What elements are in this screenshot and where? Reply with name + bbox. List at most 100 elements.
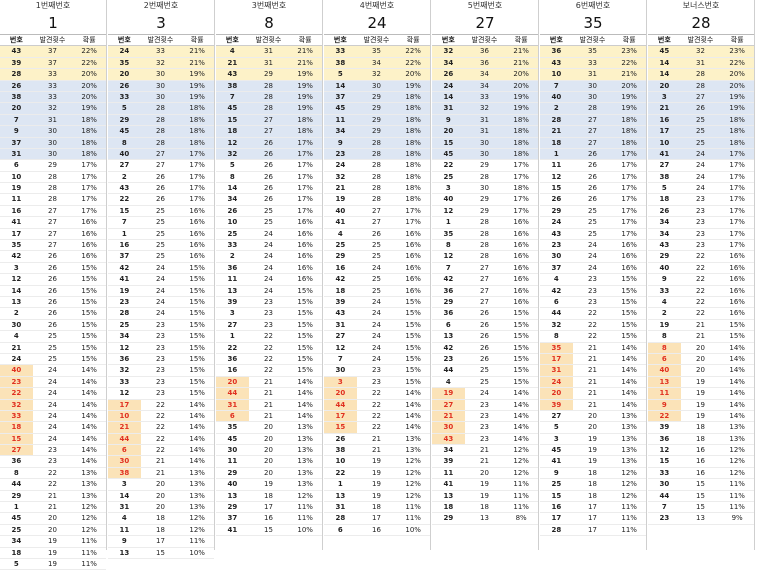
cell-number: 1 — [337, 480, 343, 489]
subheader-row: 번호 발견횟수 확률 — [432, 35, 538, 47]
cell-number: 36 — [659, 434, 670, 443]
cell-number: 8 — [121, 138, 127, 147]
cell-number: 30 — [432, 422, 465, 433]
subheader-c: 발견횟수 — [579, 36, 606, 44]
cell-count: 30 — [480, 184, 489, 193]
cell-prob: 19% — [189, 81, 205, 90]
cell-count: 23 — [480, 434, 489, 443]
cell-prob: 13% — [621, 434, 637, 443]
cell-number: 20 — [540, 388, 573, 399]
table-row: 45 28 19% — [216, 103, 322, 115]
table-row: 43 25 17% — [540, 229, 646, 241]
cell-count: 22 — [588, 332, 597, 341]
table-row: 30 26 15% — [0, 320, 106, 332]
table-row: 28 27 18% — [540, 114, 646, 127]
cell-number: 36 — [443, 286, 454, 295]
cell-count: 24 — [696, 184, 705, 193]
cell-prob: 16% — [189, 218, 205, 227]
cell-number: 12 — [443, 206, 454, 215]
cell-prob: 15% — [729, 320, 745, 329]
cell-number: 22 — [119, 195, 130, 204]
subheader-n: 번호 — [549, 36, 563, 44]
cell-prob: 16% — [405, 275, 421, 284]
cell-prob: 10% — [297, 525, 313, 534]
cell-count: 24 — [588, 263, 597, 272]
cell-count: 18 — [480, 503, 489, 512]
cell-count: 24 — [48, 411, 57, 420]
cell-number: 8 — [661, 332, 667, 341]
cell-prob: 15% — [189, 389, 205, 398]
cell-prob: 14% — [513, 389, 529, 398]
cell-number: 19 — [11, 184, 22, 193]
table-row: 21 27 18% — [540, 126, 646, 138]
table-row: 4 26 16% — [324, 229, 430, 241]
cell-count: 24 — [48, 423, 57, 432]
table-row: 35 20 13% — [216, 422, 322, 434]
table-row: 39 23 15% — [216, 297, 322, 309]
cell-count: 18 — [696, 434, 705, 443]
subheader-p: 확률 — [82, 36, 96, 44]
cell-count: 22 — [156, 400, 165, 409]
cell-count: 24 — [264, 286, 273, 295]
cell-count: 24 — [588, 241, 597, 250]
table-row: 40 29 17% — [432, 194, 538, 206]
cell-prob: 21% — [297, 47, 313, 56]
table-row: 21 26 19% — [648, 103, 754, 115]
cell-prob: 17% — [729, 218, 745, 227]
cell-count: 24 — [372, 343, 381, 352]
cell-number: 33 — [227, 241, 238, 250]
cell-prob: 19% — [297, 104, 313, 113]
cell-number: 11 — [119, 525, 130, 534]
cell-count: 25 — [156, 229, 165, 238]
cell-count: 24 — [48, 434, 57, 443]
cell-number: 22 — [648, 410, 681, 422]
table-row: 12 26 15% — [0, 274, 106, 286]
table-row: 8 20 14% — [648, 342, 754, 354]
cell-number: 35 — [443, 229, 454, 238]
cell-prob: 17% — [621, 149, 637, 158]
cell-number: 6 — [108, 445, 141, 456]
cell-number: 36 — [551, 47, 562, 56]
cell-prob: 15% — [81, 309, 97, 318]
table-row: 19 24 14% — [432, 388, 538, 400]
cell-number: 42 — [551, 286, 562, 295]
cell-prob: 11% — [297, 503, 313, 512]
cell-prob: 18% — [81, 127, 97, 136]
cell-count: 21 — [156, 468, 165, 477]
cell-count: 23 — [588, 286, 597, 295]
cell-prob: 16% — [189, 206, 205, 215]
cell-prob: 17% — [81, 172, 97, 181]
cell-count: 23 — [696, 195, 705, 204]
cell-prob: 14% — [621, 354, 637, 363]
cell-number: 17 — [11, 229, 22, 238]
cell-prob: 16% — [189, 229, 205, 238]
cell-count: 23 — [156, 389, 165, 398]
cell-count: 32 — [48, 104, 57, 113]
subheader-row: 번호 발견횟수 확률 — [540, 35, 646, 47]
cell-count: 20 — [264, 434, 273, 443]
table-row: 8 21 15% — [648, 331, 754, 343]
table-row: 36 18 13% — [648, 434, 754, 446]
cell-count: 27 — [48, 218, 57, 227]
cell-prob: 14% — [297, 411, 313, 420]
cell-number: 9 — [13, 127, 19, 136]
cell-prob: 17% — [513, 172, 529, 181]
cell-prob: 22% — [81, 47, 97, 56]
cell-number: 10 — [11, 172, 22, 181]
table-row: 31 21 14% — [540, 365, 646, 377]
table-row: 20 21 14% — [216, 376, 322, 389]
cell-number: 30 — [11, 320, 22, 329]
cell-count: 24 — [372, 297, 381, 306]
cell-prob: 14% — [189, 411, 205, 420]
cell-number: 33 — [335, 47, 346, 56]
table-row: 33 30 19% — [108, 91, 214, 104]
cell-prob: 15% — [81, 275, 97, 284]
table-row: 42 23 15% — [540, 286, 646, 297]
cell-prob: 21% — [297, 58, 313, 67]
cell-number: 11 — [335, 115, 346, 124]
cell-count: 26 — [264, 172, 273, 181]
cell-prob: 17% — [513, 161, 529, 170]
table-row: 22 19 14% — [648, 410, 754, 423]
cell-count: 21 — [588, 343, 597, 352]
cell-number: 17 — [540, 353, 573, 365]
